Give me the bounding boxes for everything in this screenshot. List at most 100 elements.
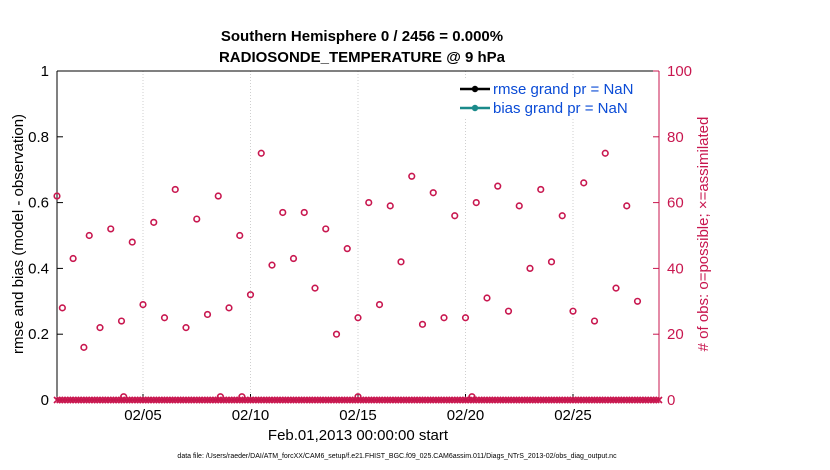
assimilated-marker [604, 396, 612, 404]
assimilated-marker [222, 396, 230, 404]
assimilated-marker [276, 396, 284, 404]
assimilated-marker [582, 396, 591, 404]
possible-obs-point [236, 231, 244, 240]
assimilated-marker [136, 396, 144, 404]
assimilated-marker [327, 396, 335, 404]
assimilated-marker [308, 396, 316, 404]
possible-obs-point [365, 199, 373, 207]
assimilated-marker [504, 396, 513, 404]
possible-obs-point [590, 317, 599, 325]
assimilated-marker [370, 396, 378, 404]
possible-obs-point [85, 231, 93, 240]
assimilated-marker [166, 396, 174, 404]
assimilated-marker [292, 396, 300, 404]
assimilated-marker [332, 396, 341, 404]
assimilated-marker [542, 396, 550, 404]
possible-obs-point [375, 300, 384, 309]
assimilated-marker [625, 396, 634, 404]
assimilated-marker [469, 396, 478, 404]
assimilated-marker [426, 396, 435, 404]
y-axis-right-label: # of obs: o=possible; ×=assimilated [695, 117, 712, 352]
assimilated-marker [496, 396, 505, 404]
possible-obs-point [612, 284, 620, 292]
assimilated-marker [74, 396, 83, 404]
assimilated-marker [545, 396, 553, 404]
assimilated-marker [158, 396, 166, 404]
assimilated-marker [314, 396, 322, 404]
assimilated-marker [144, 396, 152, 404]
possible-obs-point [203, 310, 212, 319]
assimilated-marker [343, 396, 351, 404]
possible-obs-point [117, 317, 126, 325]
y-left-tick-label: 0.6 [28, 195, 49, 212]
assimilated-marker [529, 396, 537, 404]
possible-obs-point [472, 199, 480, 207]
assimilated-marker [61, 396, 69, 404]
assimilated-marker [623, 396, 631, 404]
possible-obs-point [569, 307, 577, 315]
assimilated-marker [636, 396, 644, 404]
x-tick-label: 02/15 [339, 407, 377, 424]
assimilated-marker [185, 396, 193, 404]
assimilated-marker [316, 396, 324, 404]
assimilated-marker [338, 396, 346, 404]
assimilated-marker [550, 396, 558, 404]
assimilated-marker [486, 396, 494, 404]
assimilated-marker [268, 396, 276, 404]
assimilated-marker [152, 396, 161, 404]
possible-obs-point [483, 294, 491, 302]
assimilated-marker [512, 396, 521, 404]
x-tick-label: 02/25 [554, 407, 592, 424]
assimilated-marker [609, 396, 617, 404]
possible-obs-point [96, 324, 104, 332]
assimilated-marker [198, 396, 206, 404]
assimilated-marker [182, 396, 190, 404]
assimilated-marker [392, 396, 400, 404]
assimilated-marker [400, 396, 408, 404]
assimilated-marker [77, 396, 85, 404]
possible-obs-point [343, 245, 351, 253]
assimilated-marker [596, 396, 604, 404]
possible-obs-point [139, 300, 147, 309]
assimilated-marker [206, 396, 214, 404]
assimilated-marker [483, 396, 491, 404]
assimilated-marker [389, 396, 397, 404]
assimilated-marker [413, 396, 421, 404]
y-left-tick-label: 0.8 [28, 129, 49, 146]
possible-obs-point [386, 202, 394, 210]
assimilated-marker [295, 396, 303, 404]
possible-obs-point [268, 261, 276, 269]
assimilated-marker [249, 396, 257, 404]
assimilated-marker [650, 396, 658, 404]
assimilated-marker [499, 396, 507, 404]
assimilated-marker [340, 396, 349, 404]
assimilated-marker [203, 396, 212, 404]
assimilated-marker [580, 396, 588, 404]
assimilated-marker [564, 396, 572, 404]
possible-obs-point [300, 208, 308, 217]
possible-obs-point [547, 258, 556, 266]
assimilated-marker [639, 396, 647, 404]
assimilated-marker [123, 396, 131, 404]
assimilated-marker [418, 396, 427, 404]
assimilated-marker [69, 396, 77, 404]
y-left-tick-label: 0.4 [28, 260, 49, 277]
possible-obs-point [193, 215, 201, 223]
assimilated-marker [534, 396, 542, 404]
assimilated-marker [279, 396, 287, 404]
assimilated-marker [405, 396, 413, 404]
y-left-tick-label: 0.2 [28, 326, 49, 343]
assimilated-marker [112, 396, 120, 404]
assimilated-marker [80, 396, 88, 404]
assimilated-marker [574, 396, 582, 404]
assimilated-marker [346, 396, 354, 404]
assimilated-marker [260, 396, 268, 404]
assimilated-marker [402, 396, 410, 404]
assimilated-marker [620, 396, 628, 404]
assimilated-marker [386, 396, 394, 404]
possible-obs-point [120, 393, 128, 401]
legend-box [456, 78, 651, 118]
assimilated-marker [572, 396, 580, 404]
assimilated-marker [494, 396, 502, 404]
